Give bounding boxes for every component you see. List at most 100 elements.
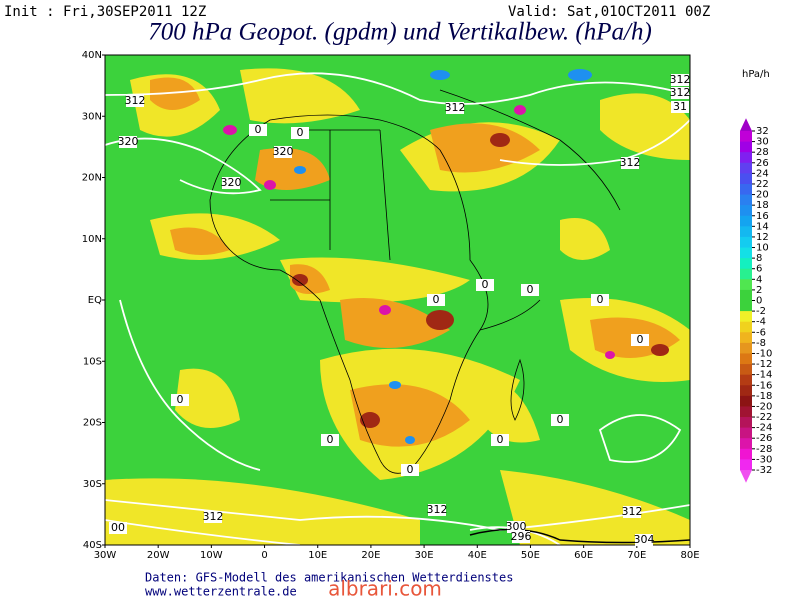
colorbar-label: 22	[756, 179, 769, 190]
colorbar-label: -18	[756, 391, 772, 402]
colorbar-label: 4	[756, 274, 762, 285]
contour-label: 0	[177, 393, 184, 406]
contour-label: 00	[111, 521, 125, 534]
colorbar-segment	[740, 152, 752, 164]
colorbar-segment	[740, 247, 752, 259]
contour-label-bg	[321, 434, 339, 446]
lat-label: EQ	[88, 295, 102, 306]
contour-label: 0	[255, 123, 262, 136]
contour-label: 312	[670, 86, 691, 99]
contour-label-bg	[507, 521, 525, 533]
contour-label: 312	[203, 510, 224, 523]
contour-label: 0	[557, 413, 564, 426]
contour-label-bg	[671, 74, 689, 86]
lat-label: 30S	[83, 479, 102, 490]
contour-label: 312	[670, 73, 691, 86]
colorbar-segment	[740, 448, 752, 460]
colorbar-label: -22	[756, 412, 772, 423]
map-title: 700 hPa Geopot. (gpdm) und Vertikalbew. …	[148, 19, 652, 46]
init-time: Init : Fri,30SEP2011 12Z	[4, 4, 206, 20]
contour-label: 31	[673, 100, 687, 113]
colorbar-label: 6	[756, 264, 762, 275]
contour-label: 0	[637, 333, 644, 346]
lon-label: 30W	[94, 550, 117, 561]
colorbar-segment	[740, 183, 752, 196]
lat-label: 20S	[83, 418, 102, 429]
contour-label-bg	[109, 522, 127, 534]
colorbar-label: 32	[756, 126, 769, 137]
colorbar-segment	[740, 385, 752, 397]
colorbar-segment	[740, 205, 752, 217]
colorbar-segment	[740, 311, 752, 323]
colorbar-segment	[740, 194, 752, 206]
contour-label-bg	[427, 294, 445, 306]
lon-label: 10W	[200, 550, 223, 561]
colorbar-segment	[740, 258, 752, 270]
lat-label: 10S	[83, 356, 102, 367]
colorbar-segment	[740, 417, 752, 429]
colorbar-label: -14	[756, 370, 772, 381]
contour-label: 320	[118, 135, 139, 148]
colorbar-segment	[740, 226, 752, 238]
colorbar-top	[740, 118, 752, 131]
colorbar-label: 18	[756, 200, 769, 211]
colorbar-segment	[740, 268, 752, 280]
colorbar-segment	[740, 289, 752, 301]
contour-label-bg	[126, 95, 144, 107]
contour-label: 312	[125, 94, 146, 107]
colorbar-label: -26	[756, 433, 772, 444]
contour-label: 300	[506, 520, 527, 533]
contour-label-bg	[551, 414, 569, 426]
colorbar-label: -30	[756, 454, 772, 465]
contour-label-bg	[623, 506, 641, 518]
contour-label: 320	[221, 176, 242, 189]
colorbar-segment	[740, 162, 752, 174]
colorbar-segment	[740, 215, 752, 227]
contour-label: 0	[597, 293, 604, 306]
colorbar-segment	[740, 395, 752, 407]
contour-label: 0	[327, 433, 334, 446]
lon-label: 30E	[415, 550, 434, 561]
colorbar-label: -4	[756, 317, 766, 328]
lon-label: 20W	[147, 550, 170, 561]
colorbar-label: 20	[756, 190, 769, 201]
contour-label-bg	[204, 511, 222, 523]
colorbar-segment	[740, 374, 752, 386]
colorbar-label: 8	[756, 253, 762, 264]
contour-label: 0	[497, 433, 504, 446]
colorbar-label: -20	[756, 401, 772, 412]
colorbar-segment	[740, 173, 752, 185]
lat-label: 40S	[83, 540, 102, 551]
colorbar-segment	[740, 459, 752, 471]
colorbar-segment	[740, 342, 752, 354]
colorbar-label: 12	[756, 232, 769, 243]
lon-label: 20E	[361, 550, 380, 561]
contour-label-bg	[621, 157, 639, 169]
lat-label: 30N	[82, 111, 102, 122]
lat-label: 20N	[82, 173, 102, 184]
contour-label: 320	[273, 145, 294, 158]
contour-label: 0	[297, 126, 304, 139]
colorbar-label: 2	[756, 285, 762, 296]
contour-label-bg	[671, 87, 689, 99]
contour-label: 0	[527, 283, 534, 296]
contour-label: 312	[620, 156, 641, 169]
colorbar-segment	[740, 141, 752, 153]
colorbar-label: -2	[756, 306, 766, 317]
colorbar-segment	[740, 321, 752, 333]
contour-label: 0	[482, 278, 489, 291]
lon-label: 80E	[680, 550, 699, 561]
colorbar-segment	[740, 332, 752, 344]
data-source: Daten: GFS-Modell des amerikanischen Wet…	[145, 571, 513, 585]
colorbar-segment	[740, 131, 752, 143]
contour-label-bg	[631, 334, 649, 346]
contour-label-bg	[428, 504, 446, 516]
contour-label-bg	[401, 464, 419, 476]
watermark: albrari.com	[328, 577, 442, 600]
colorbar-label: -16	[756, 380, 772, 391]
contour-label: 304	[634, 533, 655, 546]
colorbar-label: 24	[756, 168, 769, 179]
colorbar-label: -28	[756, 444, 772, 455]
colorbar-label: 26	[756, 158, 769, 169]
contour-label-bg	[491, 434, 509, 446]
